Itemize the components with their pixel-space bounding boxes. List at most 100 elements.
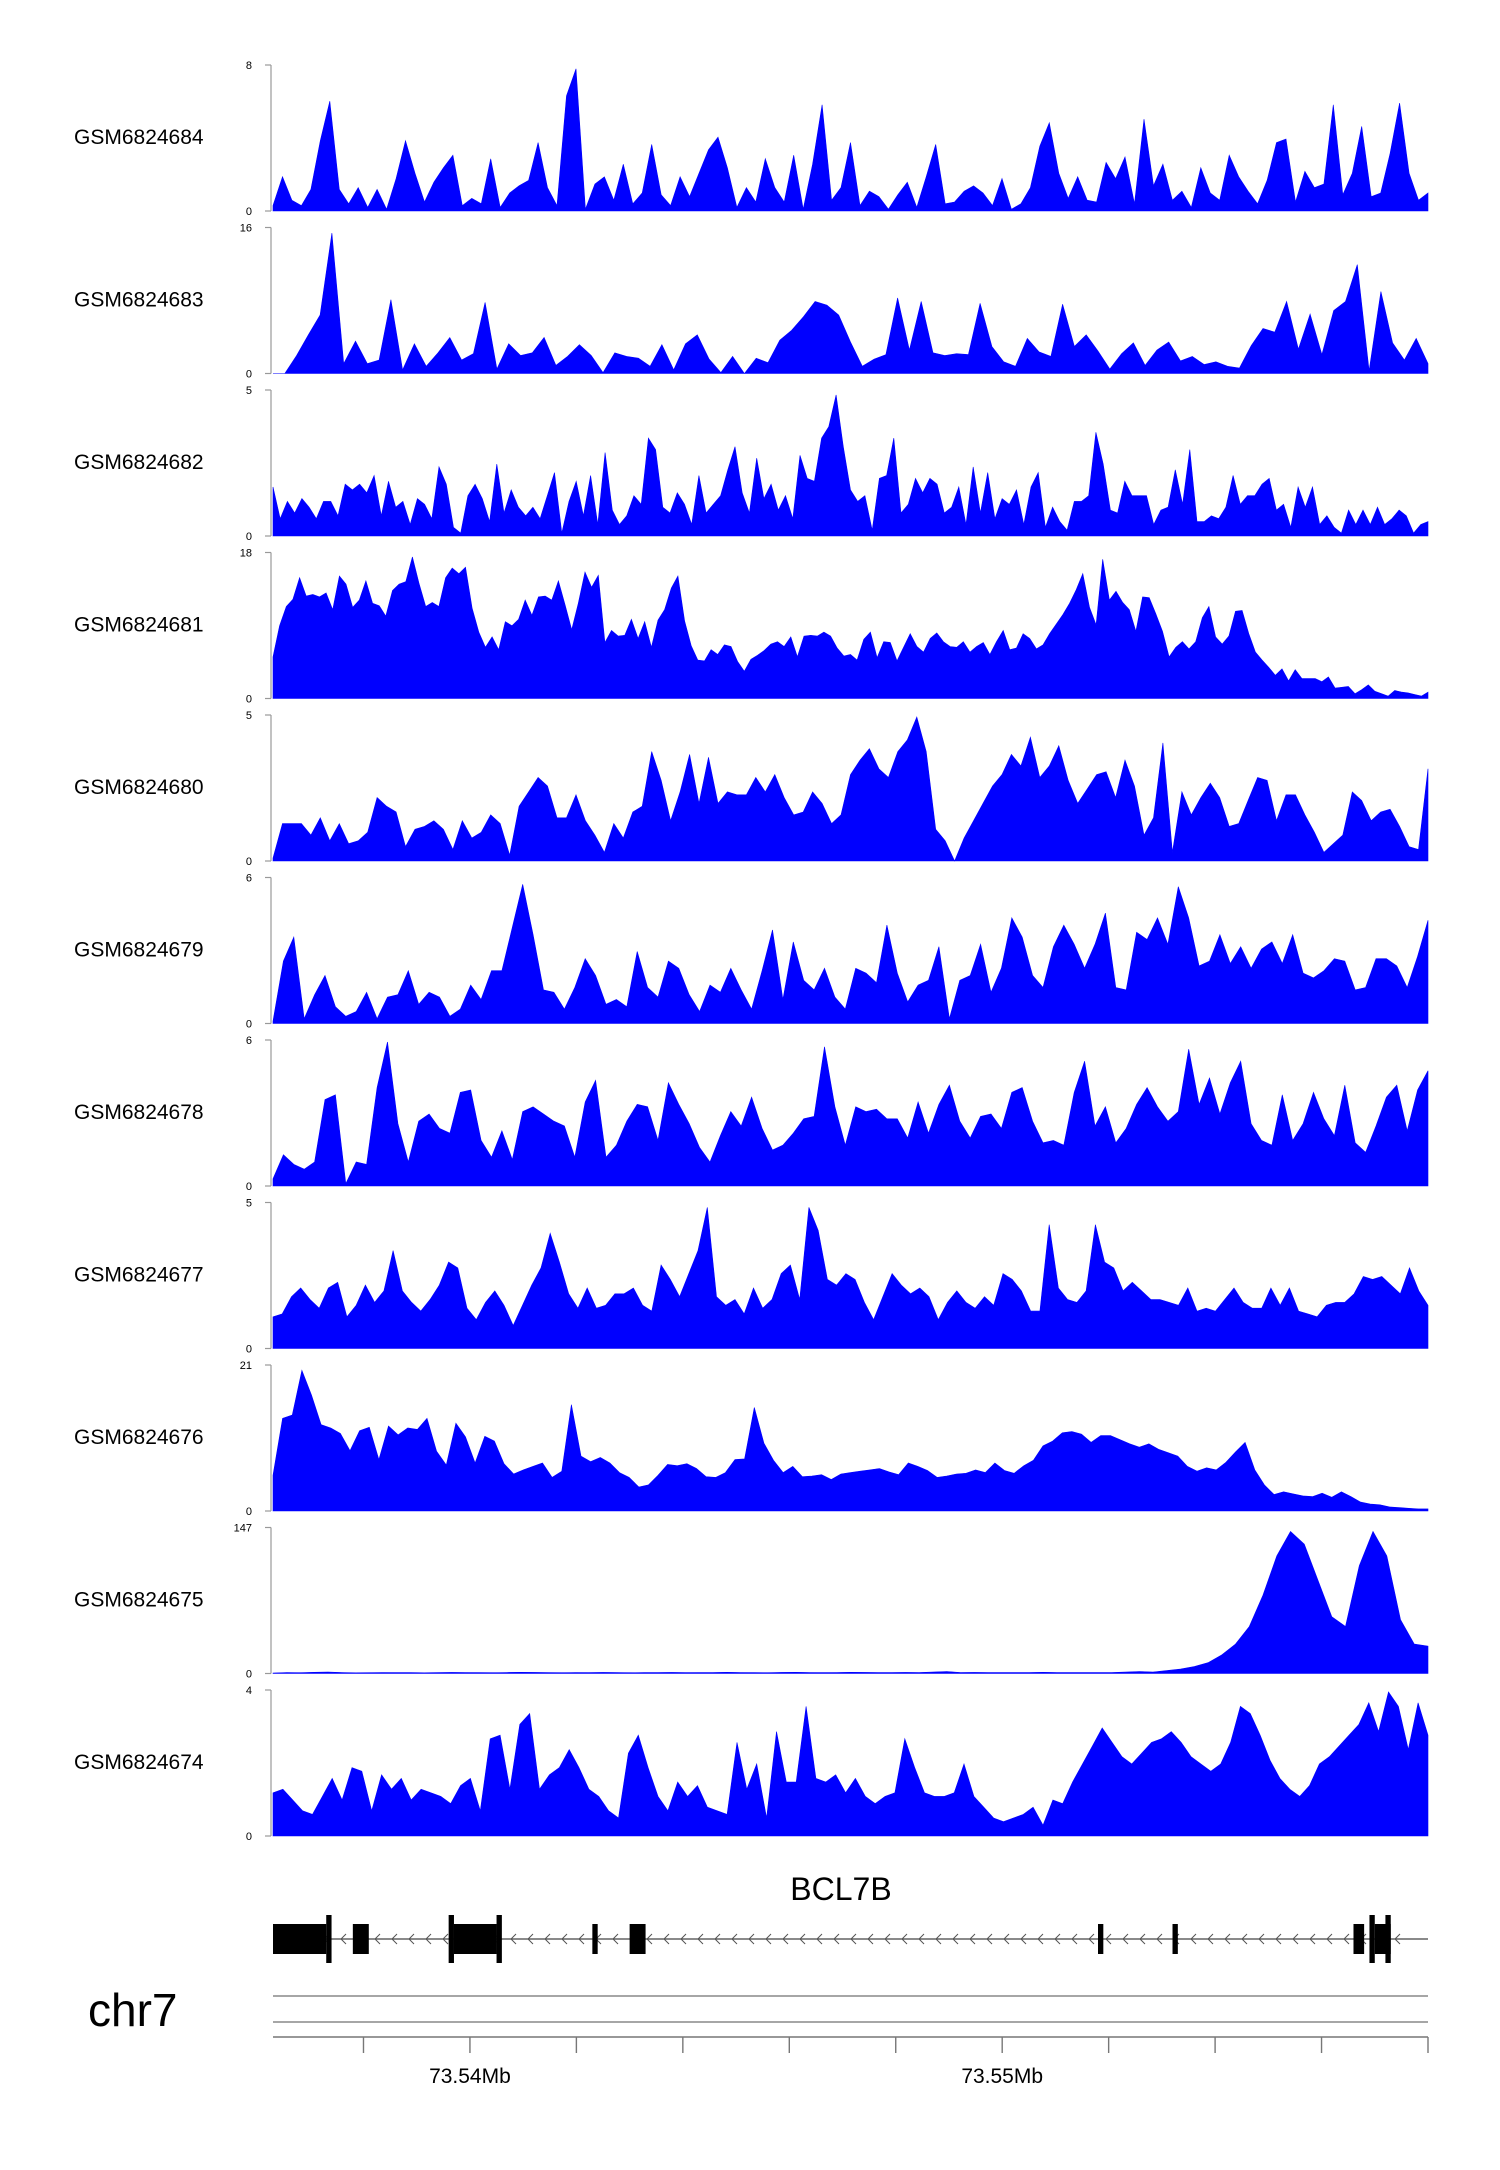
gene-exon <box>629 1924 646 1954</box>
track-GSM6824678: GSM6824678 6 0 <box>74 1035 1429 1193</box>
coverage-tracks: GSM682468480GSM6824683160GSM682468250GSM… <box>74 60 1429 1843</box>
gene-name-label: BCL7B <box>790 1871 891 1907</box>
track-label: GSM6824677 <box>74 1264 204 1287</box>
gene-exon <box>1374 1924 1391 1954</box>
gene-strand-arrow <box>799 1933 806 1945</box>
track-GSM6824681: GSM6824681 18 0 <box>74 548 1429 706</box>
track-ymax-label: 5 <box>246 710 252 722</box>
coverage-area <box>272 1530 1429 1674</box>
chromosome-label: chr7 <box>88 1984 177 2036</box>
track-label: GSM6824684 <box>74 126 204 149</box>
coverage-area <box>272 1369 1429 1512</box>
track-label: GSM6824683 <box>74 289 204 312</box>
gene-strand-arrow <box>1292 1933 1299 1945</box>
track-ymin-label: 0 <box>246 1831 252 1843</box>
gene-exon-boundary <box>496 1915 502 1963</box>
coverage-area <box>272 556 1429 699</box>
gene-strand-arrow <box>1054 1933 1061 1945</box>
track-ymin-label: 0 <box>246 369 252 381</box>
track-label: GSM6824679 <box>74 939 204 962</box>
track-ymax-label: 4 <box>246 1685 252 1697</box>
gene-exon <box>1172 1924 1178 1954</box>
gene-strand-arrow <box>1190 1933 1197 1945</box>
track-ymin-label: 0 <box>246 206 252 218</box>
gene-strand-arrow <box>408 1933 415 1945</box>
track-GSM6824677: GSM6824677 5 0 <box>74 1198 1429 1356</box>
gene-strand-arrow <box>1088 1933 1095 1945</box>
gene-exon-boundary <box>326 1915 332 1963</box>
track-label: GSM6824681 <box>74 614 204 637</box>
gene-strand-arrow <box>969 1933 976 1945</box>
track-ymax-label: 6 <box>246 873 252 885</box>
track-label: GSM6824682 <box>74 451 204 474</box>
gene-strand-arrow <box>646 1933 653 1945</box>
track-ymax-label: 5 <box>246 1198 252 1210</box>
track-label: GSM6824674 <box>74 1751 204 1774</box>
coverage-area <box>272 884 1429 1024</box>
gene-strand-arrow <box>612 1933 619 1945</box>
gene-exon <box>1098 1924 1104 1954</box>
track-ymin-label: 0 <box>246 856 252 868</box>
gene-strand-arrow <box>578 1933 585 1945</box>
gene-strand-arrow <box>816 1933 823 1945</box>
track-GSM6824684: GSM6824684 8 0 <box>74 60 1429 218</box>
track-ymin-label: 0 <box>246 1506 252 1518</box>
gene-exon-boundary <box>1369 1915 1375 1963</box>
axis-ticks: 73.54Mb 73.55Mb <box>362 2037 1429 2088</box>
gene-exon <box>1353 1924 1365 1954</box>
track-label: GSM6824678 <box>74 1101 204 1124</box>
gene-strand-arrow <box>748 1933 755 1945</box>
track-label: GSM6824675 <box>74 1589 204 1612</box>
gene-strand-arrow <box>1139 1933 1146 1945</box>
gene-strand-arrow <box>765 1933 772 1945</box>
track-ymin-label: 0 <box>246 531 252 543</box>
gene-strand-arrow <box>867 1933 874 1945</box>
gene-model <box>273 1915 1428 1963</box>
gene-strand-arrow <box>1207 1933 1214 1945</box>
gene-strand-arrow <box>663 1933 670 1945</box>
gene-strand-arrow <box>391 1933 398 1945</box>
axis-tick-label: 73.55Mb <box>961 2065 1043 2088</box>
coverage-area <box>272 394 1429 537</box>
gene-strand-arrow <box>374 1933 381 1945</box>
gene-strand-arrow <box>935 1933 942 1945</box>
track-ymax-label: 21 <box>240 1360 252 1372</box>
gene-strand-arrow <box>1105 1933 1112 1945</box>
track-GSM6824682: GSM6824682 5 0 <box>74 385 1429 543</box>
track-ymax-label: 16 <box>240 223 252 235</box>
gene-strand-arrow <box>731 1933 738 1945</box>
gene-strand-arrow <box>1122 1933 1129 1945</box>
coverage-area <box>272 1691 1429 1837</box>
track-GSM6824675: GSM6824675 147 0 <box>74 1523 1429 1681</box>
coverage-area <box>272 1207 1429 1349</box>
gene-strand-arrow <box>952 1933 959 1945</box>
track-ymin-label: 0 <box>246 694 252 706</box>
gene-strand-arrow <box>544 1933 551 1945</box>
gene-strand-arrow <box>901 1933 908 1945</box>
gene-strand-arrow <box>986 1933 993 1945</box>
gene-strand-arrow <box>1309 1933 1316 1945</box>
track-GSM6824683: GSM6824683 16 0 <box>74 223 1429 381</box>
coverage-area <box>272 716 1429 862</box>
gene-strand-arrow <box>510 1933 517 1945</box>
gene-strand-arrow <box>884 1933 891 1945</box>
gene-strand-arrow <box>1071 1933 1078 1945</box>
gene-strand-arrow <box>918 1933 925 1945</box>
gene-strand-arrow <box>1224 1933 1231 1945</box>
gene-strand-arrow <box>680 1933 687 1945</box>
gene-strand-arrow <box>425 1933 432 1945</box>
track-label: GSM6824676 <box>74 1426 204 1449</box>
track-label: GSM6824680 <box>74 776 204 799</box>
gene-strand-arrow <box>1343 1933 1350 1945</box>
gene-exon <box>592 1924 598 1954</box>
track-ymin-label: 0 <box>246 1019 252 1031</box>
gene-strand-arrow <box>442 1933 449 1945</box>
gene-strand-arrow <box>1020 1933 1027 1945</box>
track-GSM6824674: GSM6824674 4 0 <box>74 1685 1429 1843</box>
track-GSM6824679: GSM6824679 6 0 <box>74 873 1429 1031</box>
gene-strand-arrow <box>1241 1933 1248 1945</box>
gene-strand-arrow <box>782 1933 789 1945</box>
track-GSM6824676: GSM6824676 21 0 <box>74 1360 1429 1518</box>
track-ymin-label: 0 <box>246 1181 252 1193</box>
